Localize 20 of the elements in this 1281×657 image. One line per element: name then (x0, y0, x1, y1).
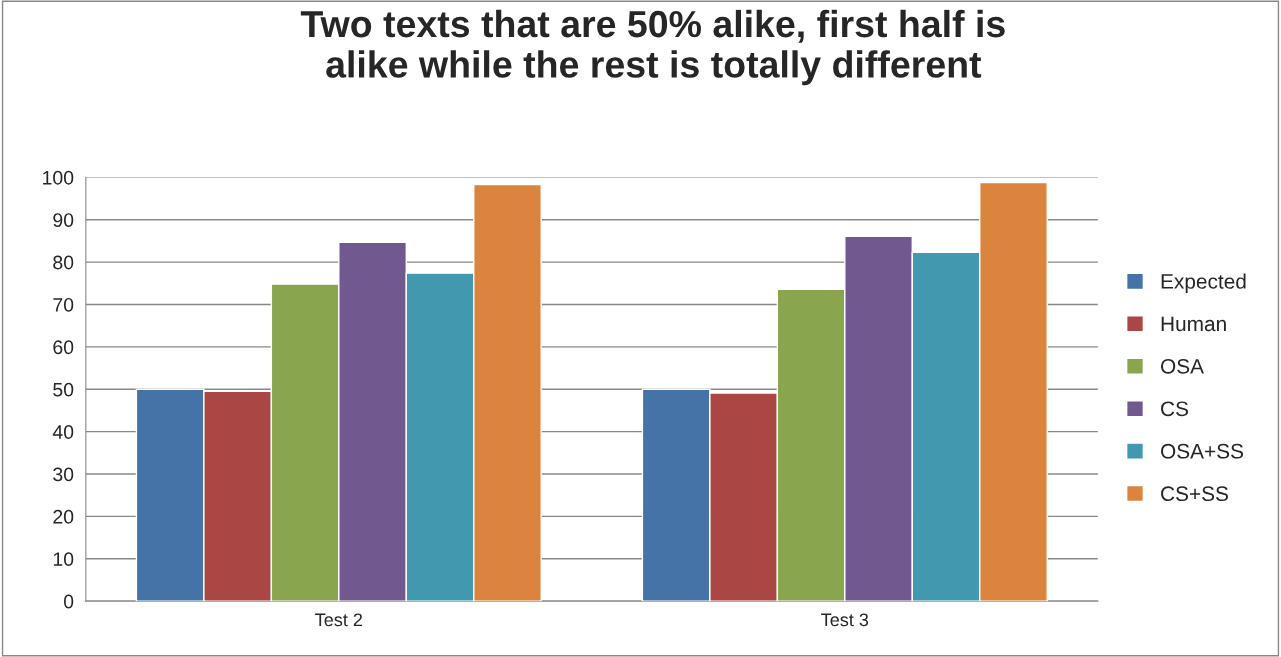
legend-label: CS (1161, 401, 1188, 417)
x-tick-label: Test 2 (315, 613, 362, 627)
y-tick-label: 60 (53, 340, 74, 355)
y-tick-label: 40 (52, 425, 74, 439)
x-tick-label: Test 3 (821, 613, 869, 627)
y-tick-label: 90 (53, 213, 74, 227)
legend-label: Expected (1161, 273, 1246, 293)
y-tick-label: 30 (53, 467, 74, 482)
legend-label: CS+SS (1161, 486, 1228, 502)
y-tick-label: 100 (43, 170, 74, 185)
legend-label: OSA+SS (1161, 443, 1244, 459)
y-tick-label: 20 (53, 509, 74, 524)
legend-label: OSA (1161, 358, 1204, 374)
y-tick-label: 80 (53, 255, 74, 270)
y-tick-label: 70 (53, 297, 74, 312)
legend-label: Human (1161, 316, 1226, 332)
chart-title: Two texts that are 50% alike, first half is alike while the rest is totally different (300, 9, 1005, 86)
y-tick-label: 50 (53, 382, 74, 397)
y-tick-label: 0 (63, 594, 74, 609)
y-tick-label: 10 (53, 552, 74, 567)
